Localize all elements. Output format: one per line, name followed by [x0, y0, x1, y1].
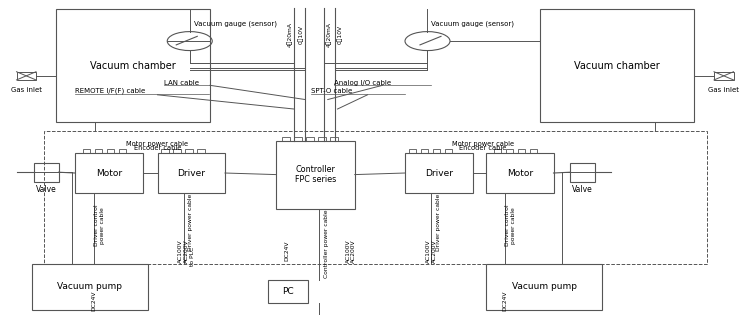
Text: Driver control
power cable: Driver control power cable — [506, 204, 516, 246]
Bar — [44, 131, 706, 264]
Bar — [118, 149, 126, 153]
Text: DC24V: DC24V — [503, 290, 507, 311]
Bar — [16, 72, 36, 80]
Text: Driver: Driver — [424, 168, 453, 178]
Text: Driver power cable: Driver power cable — [188, 193, 193, 251]
Bar — [75, 153, 142, 193]
Text: Vacuum pump: Vacuum pump — [512, 282, 577, 291]
Text: DC24V: DC24V — [285, 241, 290, 261]
Text: Controller
FPC series: Controller FPC series — [295, 165, 336, 184]
Text: PC: PC — [282, 287, 293, 296]
Text: Motor: Motor — [507, 168, 532, 178]
Text: 4～20mA: 4～20mA — [286, 22, 292, 47]
Bar — [409, 149, 416, 153]
Bar — [330, 137, 338, 141]
Text: Vacuum chamber: Vacuum chamber — [90, 61, 176, 70]
Text: Motor: Motor — [96, 168, 122, 178]
Bar — [445, 149, 452, 153]
Text: Driver control
power cable: Driver control power cable — [94, 204, 105, 246]
Text: 0～10V: 0～10V — [337, 25, 343, 44]
Text: Encoder cable: Encoder cable — [134, 145, 182, 151]
Text: AC100V
AC200V: AC100V AC200V — [426, 240, 436, 263]
Bar — [268, 280, 308, 303]
Bar — [486, 264, 602, 310]
Bar — [94, 149, 102, 153]
Bar — [34, 163, 58, 182]
Bar — [197, 149, 205, 153]
Bar — [161, 149, 169, 153]
Bar — [570, 163, 595, 182]
Text: SPT-O cable: SPT-O cable — [311, 88, 352, 94]
Text: Driver power cable: Driver power cable — [436, 193, 440, 251]
Text: Driver: Driver — [177, 168, 206, 178]
Bar — [185, 149, 193, 153]
Bar — [540, 9, 694, 122]
Text: Gas inlet: Gas inlet — [708, 87, 740, 93]
Text: Motor power cable: Motor power cable — [127, 141, 188, 147]
Text: Analog I/O cable: Analog I/O cable — [334, 80, 391, 86]
Text: Vacuum gauge (sensor): Vacuum gauge (sensor) — [194, 21, 277, 27]
Bar — [32, 264, 148, 310]
Bar — [506, 149, 513, 153]
Bar — [276, 141, 355, 209]
Text: DC24V: DC24V — [92, 290, 96, 311]
Text: LAN cable: LAN cable — [164, 80, 199, 86]
Text: Vacuum pump: Vacuum pump — [57, 282, 122, 291]
Bar — [494, 149, 501, 153]
Text: 0～10V: 0～10V — [298, 25, 304, 44]
Text: AC100V
AC200V: AC100V AC200V — [178, 240, 189, 263]
Bar — [82, 149, 90, 153]
Text: Vacuum chamber: Vacuum chamber — [574, 61, 660, 70]
Text: AC100V
AC200V: AC100V AC200V — [346, 240, 356, 263]
Bar — [158, 153, 225, 193]
Bar — [433, 149, 440, 153]
Bar — [714, 72, 734, 80]
Text: Encoder cable: Encoder cable — [459, 145, 507, 151]
Bar — [294, 137, 302, 141]
Bar — [318, 137, 326, 141]
Text: Vacuum gauge (sensor): Vacuum gauge (sensor) — [431, 21, 514, 27]
Text: Motor power cable: Motor power cable — [452, 141, 514, 147]
Bar — [56, 9, 210, 122]
Bar — [421, 149, 428, 153]
Bar — [106, 149, 114, 153]
Bar — [518, 149, 525, 153]
Text: Controller power cable: Controller power cable — [324, 210, 329, 278]
Text: 4～20mA: 4～20mA — [326, 22, 332, 47]
Bar — [282, 137, 290, 141]
Bar — [405, 153, 472, 193]
Bar — [173, 149, 181, 153]
Bar — [486, 153, 554, 193]
Bar — [530, 149, 537, 153]
Text: Valve: Valve — [36, 185, 56, 194]
Bar — [306, 137, 314, 141]
Text: Gas inlet: Gas inlet — [10, 87, 42, 93]
Text: to PLC: to PLC — [190, 246, 195, 265]
Text: Valve: Valve — [572, 185, 592, 194]
Text: REMOTE I/F(F) cable: REMOTE I/F(F) cable — [75, 88, 146, 94]
